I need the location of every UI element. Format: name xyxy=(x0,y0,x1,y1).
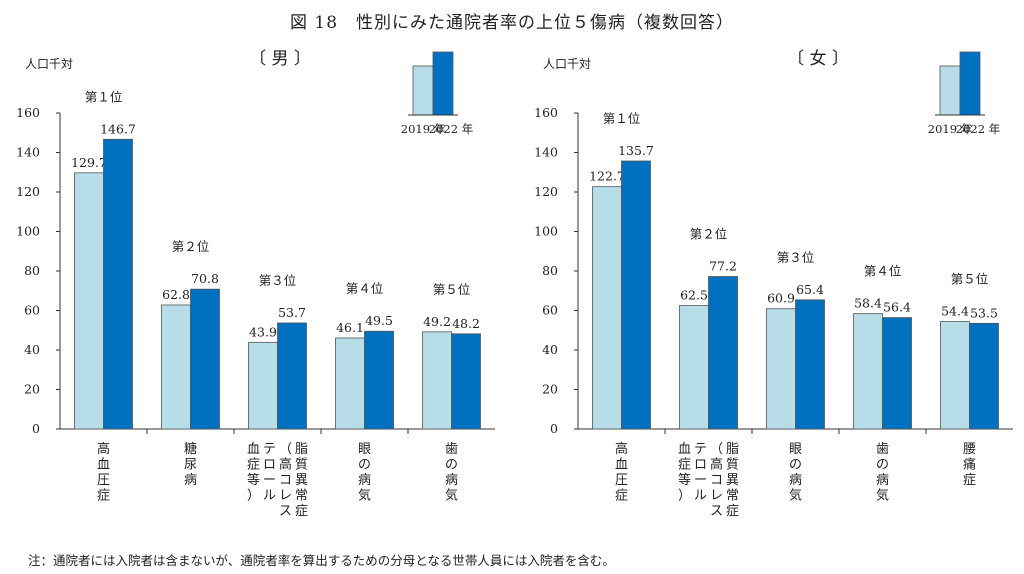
y-tick-label: 60 xyxy=(542,303,558,318)
rank-label: 第５位 xyxy=(433,282,471,297)
bar xyxy=(969,322,999,430)
rank-label: 第１位 xyxy=(603,111,641,126)
bar-value-label: 129.7 xyxy=(71,155,107,170)
rank-label: 第４位 xyxy=(864,264,902,279)
bar-value-label: 58.4 xyxy=(854,296,882,311)
bar xyxy=(708,276,738,430)
bar xyxy=(248,341,278,430)
y-tick-label: 160 xyxy=(16,105,40,120)
bar xyxy=(621,160,651,430)
bar xyxy=(592,186,622,430)
bar xyxy=(277,322,307,430)
category-label: 歯の病気 xyxy=(876,442,889,504)
category-label: 高血圧症 xyxy=(615,441,628,504)
rank-label: 第５位 xyxy=(951,272,989,287)
category-label: 血症等） xyxy=(678,442,691,504)
bar-value-label: 54.4 xyxy=(941,304,969,319)
category-label: 眼の病気 xyxy=(358,442,371,504)
y-tick-label: 20 xyxy=(542,382,558,397)
bar-value-label: 53.5 xyxy=(970,305,998,320)
y-tick-label: 160 xyxy=(534,105,558,120)
y-tick-label: 0 xyxy=(550,421,558,436)
panel-title: 〔 女 〕 xyxy=(787,49,849,69)
legend-swatch-2019 xyxy=(939,65,961,116)
legend-swatch-2019 xyxy=(412,65,434,116)
bar-value-label: 62.5 xyxy=(680,288,708,303)
rank-label: 第２位 xyxy=(690,227,728,242)
category-label: 血症等） xyxy=(247,442,260,504)
bar-value-label: 53.7 xyxy=(278,305,306,320)
bar xyxy=(679,305,709,430)
category-label: 腰痛症 xyxy=(963,442,976,488)
bar-value-label: 43.9 xyxy=(249,324,277,339)
rank-label: 第２位 xyxy=(172,239,210,254)
rank-label: 第４位 xyxy=(346,281,384,296)
bar xyxy=(74,172,104,430)
category-label: テロール xyxy=(694,442,707,504)
y-axis-label: 人口千対 xyxy=(25,57,73,71)
category-label: 糖尿病 xyxy=(184,441,197,488)
category-label: （高コレス xyxy=(279,442,292,519)
bar xyxy=(766,308,796,430)
y-tick-label: 20 xyxy=(24,382,40,397)
legend-label: 2019 年 xyxy=(928,122,972,136)
bar xyxy=(190,288,220,430)
bar xyxy=(103,138,133,430)
bar-value-label: 65.4 xyxy=(796,282,824,297)
y-tick-label: 80 xyxy=(24,263,40,278)
category-label: テロール xyxy=(263,442,276,504)
legend-label: 2022 年 xyxy=(429,122,473,136)
y-tick-label: 140 xyxy=(16,145,40,160)
bar-value-label: 46.1 xyxy=(336,320,364,335)
y-tick-label: 140 xyxy=(534,145,558,160)
rank-label: 第１位 xyxy=(85,89,123,104)
y-tick-label: 100 xyxy=(534,224,558,239)
category-label: 高血圧症 xyxy=(97,441,110,504)
bar-value-label: 48.2 xyxy=(452,316,480,331)
legend-swatch-2022 xyxy=(432,51,454,116)
bar-value-label: 56.4 xyxy=(883,300,911,315)
bar-value-label: 49.5 xyxy=(365,313,393,328)
y-tick-label: 80 xyxy=(542,263,558,278)
bar xyxy=(940,321,970,430)
category-label: 眼の病気 xyxy=(789,442,802,504)
bar-value-label: 70.8 xyxy=(191,271,219,286)
bar xyxy=(161,304,191,430)
category-label: （高コレス xyxy=(710,442,723,519)
legend-swatch-2022 xyxy=(959,51,981,116)
category-label: 歯の病気 xyxy=(445,442,458,504)
bar xyxy=(795,299,825,430)
bar xyxy=(882,317,912,430)
bar-value-label: 49.2 xyxy=(423,314,451,329)
bar-value-label: 122.7 xyxy=(589,169,625,184)
y-tick-label: 100 xyxy=(16,224,40,239)
y-tick-label: 120 xyxy=(16,184,40,199)
y-tick-label: 40 xyxy=(542,342,558,357)
y-axis-label: 人口千対 xyxy=(543,57,591,71)
bar xyxy=(853,313,883,430)
figure-title: 図 18 性別にみた通院者率の上位５傷病（複数回答） xyxy=(289,13,735,33)
y-tick-label: 40 xyxy=(24,342,40,357)
bar-value-label: 77.2 xyxy=(709,259,737,274)
bar xyxy=(422,331,452,430)
bar xyxy=(364,330,394,430)
bar-value-label: 60.9 xyxy=(767,291,795,306)
bar-value-label: 135.7 xyxy=(618,143,654,158)
y-tick-label: 0 xyxy=(32,421,40,436)
rank-label: 第３位 xyxy=(777,250,815,265)
footnote: 注：通院者には入院者は含まないが、通院者率を算出するための分母となる世帯人員には… xyxy=(28,553,615,568)
bar xyxy=(335,337,365,430)
bar-value-label: 62.8 xyxy=(162,287,190,302)
bar-value-label: 146.7 xyxy=(100,121,136,136)
y-tick-label: 120 xyxy=(534,184,558,199)
legend-label: 2019 年 xyxy=(401,122,445,136)
y-tick-label: 60 xyxy=(24,303,40,318)
category-label: 脂質異常症 xyxy=(295,442,308,519)
panel-title: 〔 男 〕 xyxy=(249,49,311,69)
bar xyxy=(451,333,481,430)
category-label: 脂質異常症 xyxy=(726,442,739,519)
rank-label: 第３位 xyxy=(259,273,297,288)
legend-label: 2022 年 xyxy=(956,122,1000,136)
